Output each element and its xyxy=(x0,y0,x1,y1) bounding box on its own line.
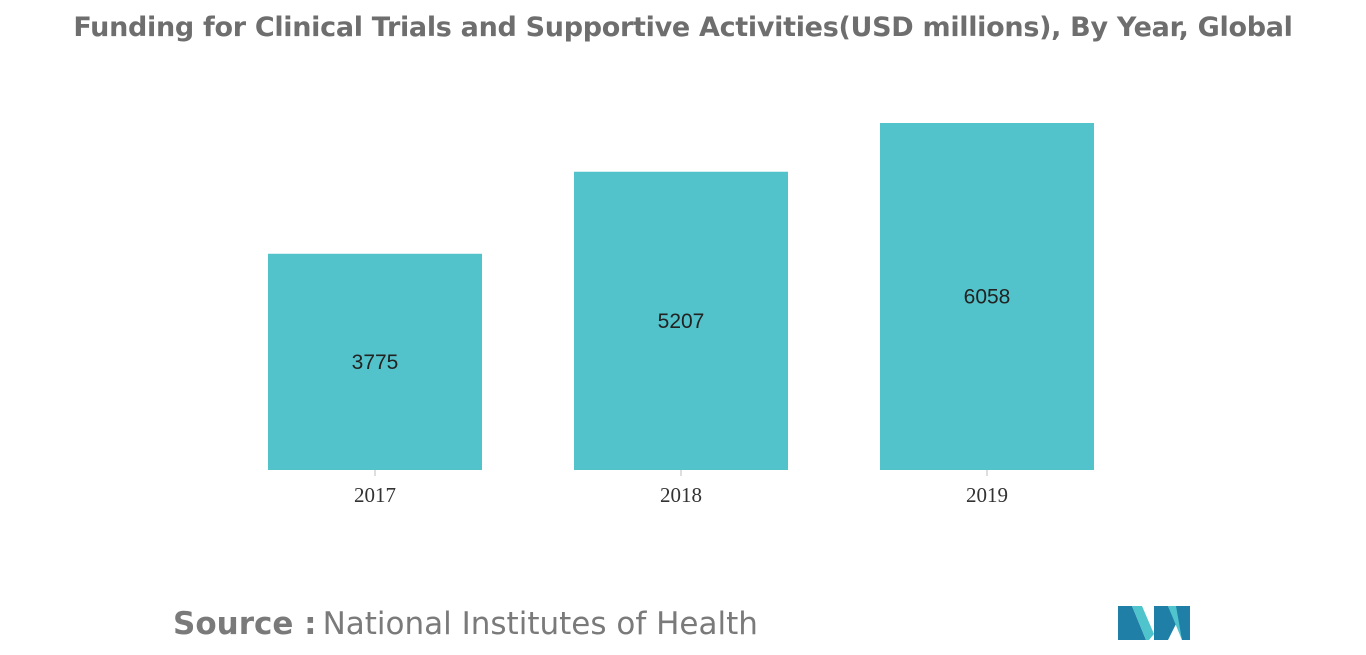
bar-2017 xyxy=(268,253,482,470)
x-tick-label-2019: 2019 xyxy=(966,483,1008,507)
logo-shape-right xyxy=(1176,606,1190,640)
bars-layer xyxy=(268,123,1094,470)
logo-shape-mid xyxy=(1154,606,1176,640)
bar-chart: 3775 5207 6058 2017 2018 2019 xyxy=(268,123,1094,507)
logo-shape-left xyxy=(1118,606,1146,640)
logo-shape-mid-light xyxy=(1132,606,1154,640)
value-label-2018: 5207 xyxy=(658,310,705,333)
brand-logo xyxy=(1118,606,1190,640)
value-label-2017: 3775 xyxy=(352,351,399,374)
source-text: National Institutes of Health xyxy=(322,606,758,642)
source-label: Source : xyxy=(173,606,317,642)
value-labels-layer: 3775 5207 6058 xyxy=(352,286,1011,374)
source-note: Source : National Institutes of Health xyxy=(173,606,758,642)
chart-title: Funding for Clinical Trials and Supporti… xyxy=(73,12,1293,43)
x-axis: 2017 2018 2019 xyxy=(354,470,1008,507)
x-tick-label-2018: 2018 xyxy=(660,483,702,507)
bar-2019 xyxy=(880,123,1094,470)
bar-2018 xyxy=(574,171,788,470)
x-tick-label-2017: 2017 xyxy=(354,483,396,507)
value-label-2019: 6058 xyxy=(964,286,1011,309)
